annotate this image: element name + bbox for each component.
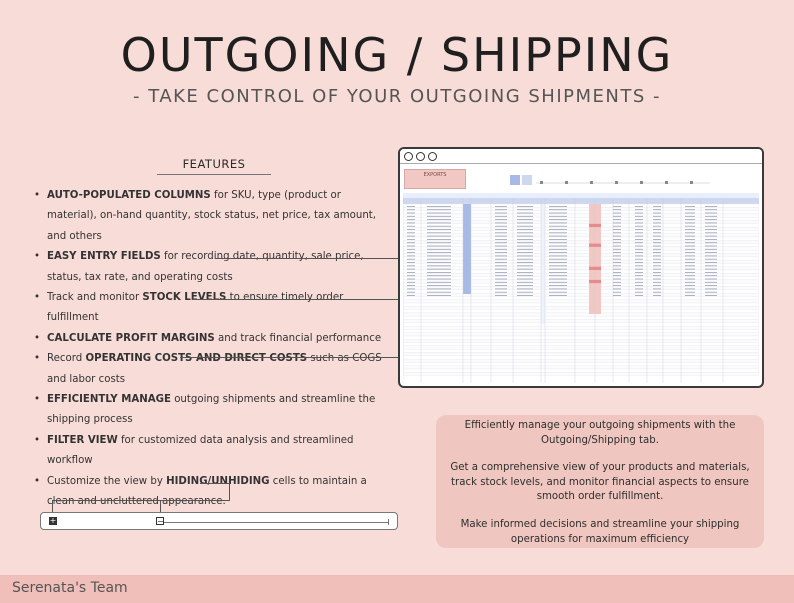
feature-item: Record OPERATING COSTS AND DIRECT COSTS … — [32, 349, 382, 390]
features-heading: FEATURES — [157, 157, 271, 175]
feature-text: Customize the view by — [47, 475, 167, 487]
connector-line — [52, 500, 53, 514]
info-paragraph-2: Get a comprehensive view of your product… — [450, 462, 750, 502]
feature-highlight: FILTER VIEW — [47, 434, 118, 446]
sheet-label: EXPORTS — [404, 169, 466, 189]
feature-highlight: CALCULATE PROFIT MARGINS — [47, 332, 215, 344]
feature-text: Record — [47, 353, 86, 365]
info-paragraph-3: Make informed decisions and streamline y… — [460, 519, 740, 545]
plus-square-icon[interactable]: + — [49, 516, 57, 525]
info-card: Efficiently manage your outgoing shipmen… — [436, 415, 764, 548]
feature-highlight: EASY ENTRY FIELDS — [47, 251, 161, 263]
feature-text: for customized data analysis and streaml… — [47, 434, 354, 467]
minus-square-icon[interactable]: − — [156, 517, 164, 526]
feature-text: to ensure timely order fulfillment — [47, 292, 344, 324]
feature-item: Track and monitor STOCK LEVELS to ensure… — [32, 288, 382, 329]
window-dot-icon — [404, 152, 413, 161]
group-track — [164, 522, 389, 523]
feature-text: for recording date, quantity, sale price… — [47, 251, 364, 283]
feature-item: Customize the view by HIDING/UNHIDING ce… — [32, 472, 382, 513]
connector-line — [52, 500, 230, 501]
window-dot-icon — [416, 152, 425, 161]
feature-item: AUTO-POPULATED COLUMNS for SKU, type (pr… — [32, 186, 382, 247]
group-track-end — [388, 519, 389, 525]
footer-bar: Serenata's Team — [0, 575, 794, 603]
feature-highlight: HIDING/UNHIDING — [166, 475, 270, 487]
window-dot-icon — [428, 152, 437, 161]
window-title-bar — [400, 149, 762, 164]
feature-highlight: AUTO-POPULATED COLUMNS — [47, 190, 211, 201]
connector-line — [160, 500, 161, 514]
feature-item: CALCULATE PROFIT MARGINS and track finan… — [32, 329, 382, 350]
row-group-toolbar: + − — [40, 512, 398, 530]
feature-text: and track financial performance — [214, 332, 382, 344]
connector-line — [229, 483, 230, 500]
page-title: OUTGOING / SHIPPING — [120, 28, 674, 82]
feature-text: Track and monitor — [47, 292, 143, 304]
connector-line — [192, 299, 580, 300]
feature-text: for SKU, type (product or material), on-… — [47, 190, 377, 242]
connector-line — [200, 483, 230, 484]
feature-text: cells to maintain a clean and uncluttere… — [47, 475, 367, 508]
feature-text: outgoing shipments and streamline the sh… — [47, 394, 376, 426]
footer-brand: Serenata's Team — [12, 580, 128, 596]
info-paragraph-1: Efficiently manage your outgoing shipmen… — [464, 420, 736, 446]
feature-text: such as COGS and labor costs — [47, 353, 382, 385]
spreadsheet-grid — [403, 193, 759, 383]
feature-item: FILTER VIEW for customized data analysis… — [32, 431, 382, 472]
features-list: AUTO-POPULATED COLUMNS for SKU, type (pr… — [32, 186, 382, 513]
feature-item: EASY ENTRY FIELDS for recording date, qu… — [32, 247, 382, 288]
feature-highlight: EFFICIENTLY MANAGE — [47, 394, 171, 406]
feature-item: EFFICIENTLY MANAGE outgoing shipments an… — [32, 390, 382, 431]
connector-line — [215, 258, 510, 259]
feature-highlight: OPERATING COSTS AND DIRECT COSTS — [85, 353, 308, 365]
spreadsheet-mockup-window: EXPORTS — [398, 147, 764, 388]
page-subtitle: - TAKE CONTROL OF YOUR OUTGOING SHIPMENT… — [133, 86, 661, 107]
sheet-summary-strip — [510, 175, 710, 185]
feature-highlight: STOCK LEVELS — [142, 292, 227, 304]
